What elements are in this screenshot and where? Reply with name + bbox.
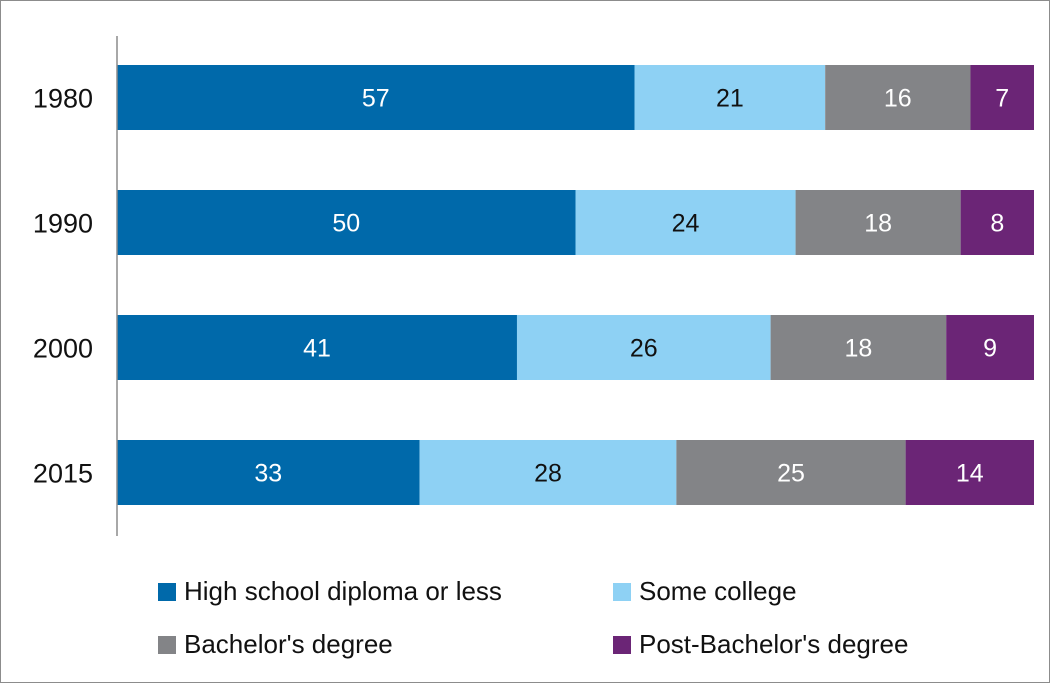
bar-value-label: 50 <box>332 210 360 238</box>
bar-2015-bachelor-s-degree <box>676 440 906 505</box>
bar-2000-some-college <box>516 315 771 380</box>
legend-swatch-post-bachelors <box>613 635 631 654</box>
legend-item-bachelors: Bachelor's degree <box>158 629 393 660</box>
bar-1980-some-college <box>634 65 826 130</box>
bar-value-label: 57 <box>362 85 390 113</box>
bar-1990-some-college <box>575 190 796 255</box>
legend-item-some-college: Some college <box>613 576 797 607</box>
category-label: 2015 <box>33 459 93 489</box>
bar-2000-post-bachelor-s-degree <box>946 315 1034 380</box>
bar-value-label: 8 <box>990 210 1004 238</box>
category-label: 1980 <box>33 84 93 114</box>
bar-value-label: 9 <box>983 335 997 363</box>
category-labels-group: 1980 1990 2000 2015 <box>33 84 93 489</box>
bar-value-label: 16 <box>884 85 912 113</box>
bar-value-label: 26 <box>630 335 658 363</box>
bar-value-label: 28 <box>534 460 562 488</box>
bar-2015-high-school-diploma-or-less <box>117 440 420 505</box>
bar-1980-bachelor-s-degree <box>825 65 971 130</box>
category-label: 2000 <box>33 334 93 364</box>
legend-swatch-some-college <box>613 582 631 601</box>
legend-item-high-school: High school diploma or less <box>158 576 502 607</box>
bar-2015-some-college <box>419 440 677 505</box>
bar-1980-high-school-diploma-or-less <box>117 65 635 130</box>
bars-group <box>117 65 1034 505</box>
legend-swatch-bachelors <box>158 635 176 654</box>
bar-labels-group: 57 21 16 7 50 24 18 8 41 26 18 9 33 28 25 14 <box>254 85 1009 488</box>
bar-value-label: 18 <box>844 335 872 363</box>
bar-1990-post-bachelor-s-degree <box>960 190 1034 255</box>
legend-label: High school diploma or less <box>184 576 502 606</box>
bar-1990-high-school-diploma-or-less <box>117 190 576 255</box>
bar-value-label: 41 <box>303 335 331 363</box>
bar-1980-post-bachelor-s-degree <box>970 65 1034 130</box>
legend-item-post-bachelors: Post-Bachelor's degree <box>613 629 908 660</box>
bar-value-label: 14 <box>956 460 984 488</box>
bar-value-label: 7 <box>995 85 1009 113</box>
legend-swatch-high-school <box>158 582 176 601</box>
legend-label: Bachelor's degree <box>184 629 393 659</box>
category-label: 1990 <box>33 209 93 239</box>
bar-value-label: 24 <box>672 210 700 238</box>
legend-label: Some college <box>639 576 797 606</box>
bar-value-label: 18 <box>864 210 892 238</box>
bar-2015-post-bachelor-s-degree <box>905 440 1034 505</box>
bar-2000-high-school-diploma-or-less <box>117 315 517 380</box>
bar-value-label: 33 <box>254 460 282 488</box>
legend-label: Post-Bachelor's degree <box>639 629 909 659</box>
bar-1990-bachelor-s-degree <box>795 190 961 255</box>
bar-value-label: 25 <box>777 460 805 488</box>
bar-2000-bachelor-s-degree <box>770 315 947 380</box>
bar-value-label: 21 <box>716 85 744 113</box>
